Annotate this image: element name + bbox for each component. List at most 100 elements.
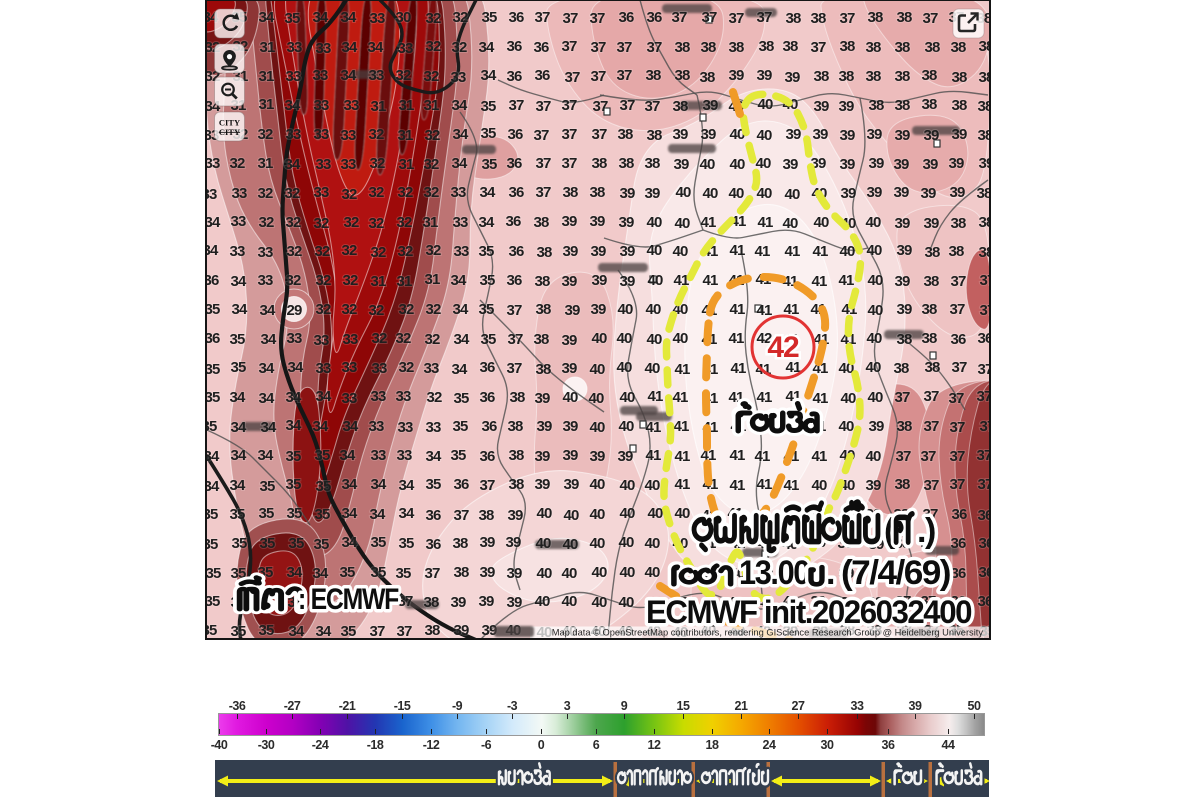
svg-text:40: 40 [646, 331, 662, 348]
svg-text:33: 33 [395, 388, 411, 405]
svg-text:33: 33 [340, 156, 356, 173]
svg-text:39: 39 [561, 273, 577, 290]
svg-text:37: 37 [535, 98, 551, 115]
svg-text:40: 40 [619, 564, 635, 581]
svg-text:32: 32 [425, 242, 441, 259]
svg-text:38: 38 [896, 331, 912, 348]
svg-text:35: 35 [395, 565, 411, 582]
svg-text:37: 37 [590, 39, 606, 56]
svg-text:35: 35 [452, 418, 468, 435]
svg-text:33: 33 [315, 40, 331, 57]
svg-text:36: 36 [506, 155, 522, 172]
svg-text:37: 37 [923, 418, 939, 435]
svg-text:34: 34 [285, 389, 302, 406]
svg-text:31: 31 [422, 214, 438, 231]
svg-text:32: 32 [395, 67, 411, 84]
svg-text:39: 39 [923, 215, 939, 232]
svg-text:32: 32 [229, 155, 245, 172]
svg-text:40: 40 [617, 301, 633, 318]
svg-text:39: 39 [702, 97, 718, 114]
svg-text:37: 37 [562, 10, 578, 27]
svg-text:37: 37 [535, 155, 551, 172]
svg-text:34: 34 [450, 272, 467, 289]
svg-text:33: 33 [397, 40, 413, 57]
svg-text:40: 40 [757, 564, 773, 581]
svg-text:39: 39 [893, 156, 909, 173]
svg-text:38: 38 [452, 535, 468, 552]
svg-text:35: 35 [231, 535, 247, 552]
svg-text:34: 34 [207, 448, 220, 465]
svg-text:40: 40 [867, 272, 883, 289]
svg-text:38: 38 [924, 359, 940, 376]
svg-text:38: 38 [424, 622, 440, 638]
svg-text:36: 36 [977, 330, 989, 347]
svg-text:40: 40 [782, 593, 798, 610]
svg-text:41: 41 [840, 331, 856, 348]
svg-text:38: 38 [785, 10, 801, 27]
svg-text:39: 39 [505, 534, 521, 551]
svg-text:38: 38 [533, 214, 549, 231]
svg-text:36: 36 [207, 330, 220, 347]
svg-text:40: 40 [589, 361, 605, 378]
svg-text:31: 31 [258, 68, 274, 85]
svg-text:37: 37 [506, 302, 522, 319]
svg-text:40: 40 [782, 215, 798, 232]
svg-text:39: 39 [591, 272, 607, 289]
svg-text:39: 39 [868, 564, 884, 581]
svg-text:41: 41 [783, 301, 799, 318]
svg-text:31: 31 [370, 273, 386, 290]
svg-text:34: 34 [340, 9, 357, 26]
svg-text:35: 35 [481, 9, 497, 26]
svg-text:36: 36 [481, 418, 497, 435]
svg-text:34: 34 [230, 273, 247, 290]
svg-text:41: 41 [754, 448, 770, 465]
svg-text:36: 36 [950, 331, 966, 348]
svg-text:36: 36 [506, 272, 522, 289]
svg-text:41: 41 [700, 447, 716, 464]
svg-text:33: 33 [343, 97, 359, 114]
svg-text:32: 32 [371, 330, 387, 347]
svg-text:33: 33 [231, 185, 247, 202]
svg-text:38: 38 [896, 9, 912, 26]
svg-text:38: 38 [782, 38, 798, 55]
svg-text:35: 35 [207, 301, 220, 318]
svg-text:35: 35 [315, 478, 331, 495]
svg-text:38: 38 [562, 184, 578, 201]
svg-text:39: 39 [673, 156, 689, 173]
svg-text:38: 38 [534, 273, 550, 290]
svg-text:35: 35 [480, 125, 496, 142]
svg-text:37: 37 [508, 97, 524, 114]
svg-text:39: 39 [479, 564, 495, 581]
svg-text:31: 31 [396, 273, 412, 290]
svg-text:32: 32 [425, 38, 441, 55]
svg-text:40: 40 [644, 564, 660, 581]
svg-text:38: 38 [896, 418, 912, 435]
svg-text:35: 35 [480, 98, 496, 115]
svg-text:34: 34 [258, 390, 275, 407]
svg-text:39: 39 [923, 127, 939, 144]
svg-text:40: 40 [589, 476, 605, 493]
svg-text:38: 38 [813, 68, 829, 85]
svg-text:35: 35 [340, 623, 356, 638]
svg-text:36: 36 [479, 448, 495, 465]
svg-text:33: 33 [371, 360, 387, 377]
svg-text:38: 38 [839, 38, 855, 55]
svg-text:32: 32 [257, 185, 273, 202]
svg-text:39: 39 [839, 127, 855, 144]
svg-text:39: 39 [893, 184, 909, 201]
svg-text:38: 38 [977, 98, 989, 115]
svg-text:38: 38 [865, 68, 881, 85]
svg-text:38: 38 [423, 594, 439, 611]
svg-text:33: 33 [370, 388, 386, 405]
svg-text:38: 38 [894, 476, 910, 493]
svg-text:34: 34 [207, 242, 219, 259]
svg-text:35: 35 [207, 565, 221, 582]
svg-text:37: 37 [922, 10, 938, 27]
svg-text:37: 37 [564, 69, 580, 86]
svg-text:32: 32 [395, 330, 411, 347]
svg-text:39: 39 [589, 448, 605, 465]
svg-text:32: 32 [423, 156, 439, 173]
svg-text:36: 36 [506, 38, 522, 55]
svg-text:35: 35 [479, 272, 495, 289]
svg-text:.): .) [917, 512, 935, 550]
